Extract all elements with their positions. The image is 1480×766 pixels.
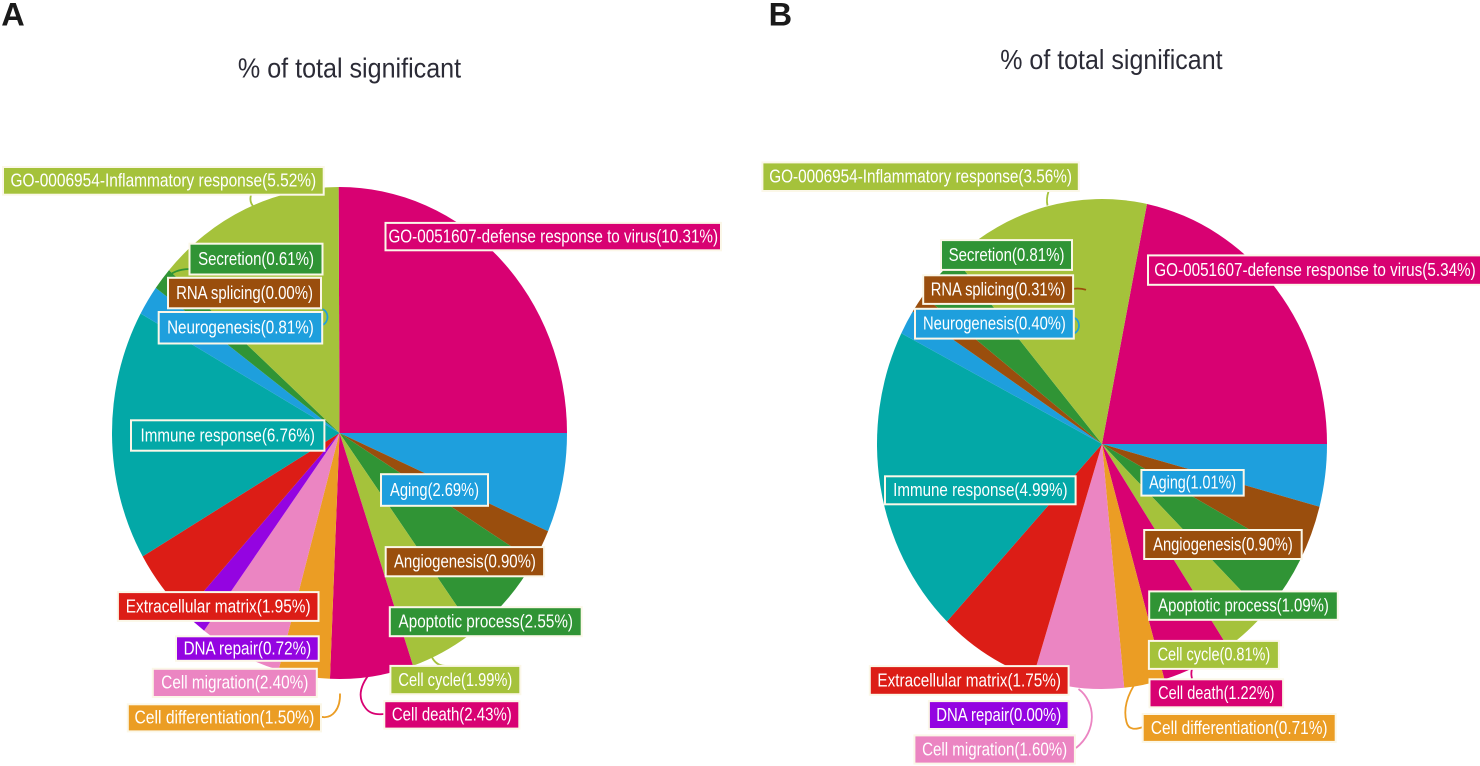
svg-text:Cell migration(1.60%): Cell migration(1.60%): [922, 739, 1067, 760]
svg-text:Extracellular matrix(1.75%): Extracellular matrix(1.75%): [877, 670, 1061, 691]
svg-text:Cell death(2.43%): Cell death(2.43%): [392, 704, 512, 725]
svg-text:GO-0006954-Inflammatory respon: GO-0006954-Inflammatory response(3.56%): [769, 166, 1072, 187]
svg-text:Cell cycle(0.81%): Cell cycle(0.81%): [1158, 644, 1271, 665]
svg-text:Immune response(4.99%): Immune response(4.99%): [893, 480, 1067, 501]
svg-text:B: B: [769, 0, 792, 32]
svg-text:RNA splicing(0.00%): RNA splicing(0.00%): [176, 282, 313, 303]
svg-text:Angiogenesis(0.90%): Angiogenesis(0.90%): [394, 551, 536, 572]
svg-text:Secretion(0.81%): Secretion(0.81%): [949, 244, 1065, 265]
svg-text:% of total significant: % of total significant: [238, 52, 462, 84]
svg-text:Cell migration(2.40%): Cell migration(2.40%): [161, 672, 308, 693]
svg-text:Apoptotic process(2.55%): Apoptotic process(2.55%): [399, 611, 573, 632]
svg-text:Cell cycle(1.99%): Cell cycle(1.99%): [398, 669, 512, 690]
svg-text:Immune response(6.76%): Immune response(6.76%): [140, 425, 314, 446]
svg-text:% of total significant: % of total significant: [1000, 44, 1223, 76]
svg-text:Neurogenesis(0.81%): Neurogenesis(0.81%): [167, 317, 314, 338]
svg-text:Neurogenesis(0.40%): Neurogenesis(0.40%): [923, 313, 1066, 334]
svg-text:RNA splicing(0.31%): RNA splicing(0.31%): [931, 279, 1066, 300]
svg-text:Cell death(1.22%): Cell death(1.22%): [1158, 682, 1274, 703]
svg-text:Extracellular matrix(1.95%): Extracellular matrix(1.95%): [126, 596, 311, 617]
svg-text:Angiogenesis(0.90%): Angiogenesis(0.90%): [1153, 534, 1293, 555]
svg-text:A: A: [1, 0, 24, 32]
svg-text:Apoptotic process(1.09%): Apoptotic process(1.09%): [1158, 595, 1329, 616]
svg-text:Cell differentiation(1.50%): Cell differentiation(1.50%): [134, 706, 314, 728]
svg-text:Cell differentiation(0.71%): Cell differentiation(0.71%): [1151, 717, 1328, 738]
svg-text:DNA repair(0.72%): DNA repair(0.72%): [184, 638, 312, 659]
svg-text:DNA repair(0.00%): DNA repair(0.00%): [936, 704, 1061, 725]
svg-text:GO-0051607-defense response to: GO-0051607-defense response to virus(10.…: [388, 226, 718, 247]
svg-text:Secretion(0.61%): Secretion(0.61%): [198, 248, 314, 269]
svg-text:Aging(2.69%): Aging(2.69%): [390, 479, 479, 500]
svg-text:GO-0051607-defense response to: GO-0051607-defense response to virus(5.3…: [1154, 260, 1475, 281]
svg-text:Aging(1.01%): Aging(1.01%): [1149, 472, 1236, 493]
svg-text:GO-0006954-Inflammatory respon: GO-0006954-Inflammatory response(5.52%): [11, 170, 317, 191]
